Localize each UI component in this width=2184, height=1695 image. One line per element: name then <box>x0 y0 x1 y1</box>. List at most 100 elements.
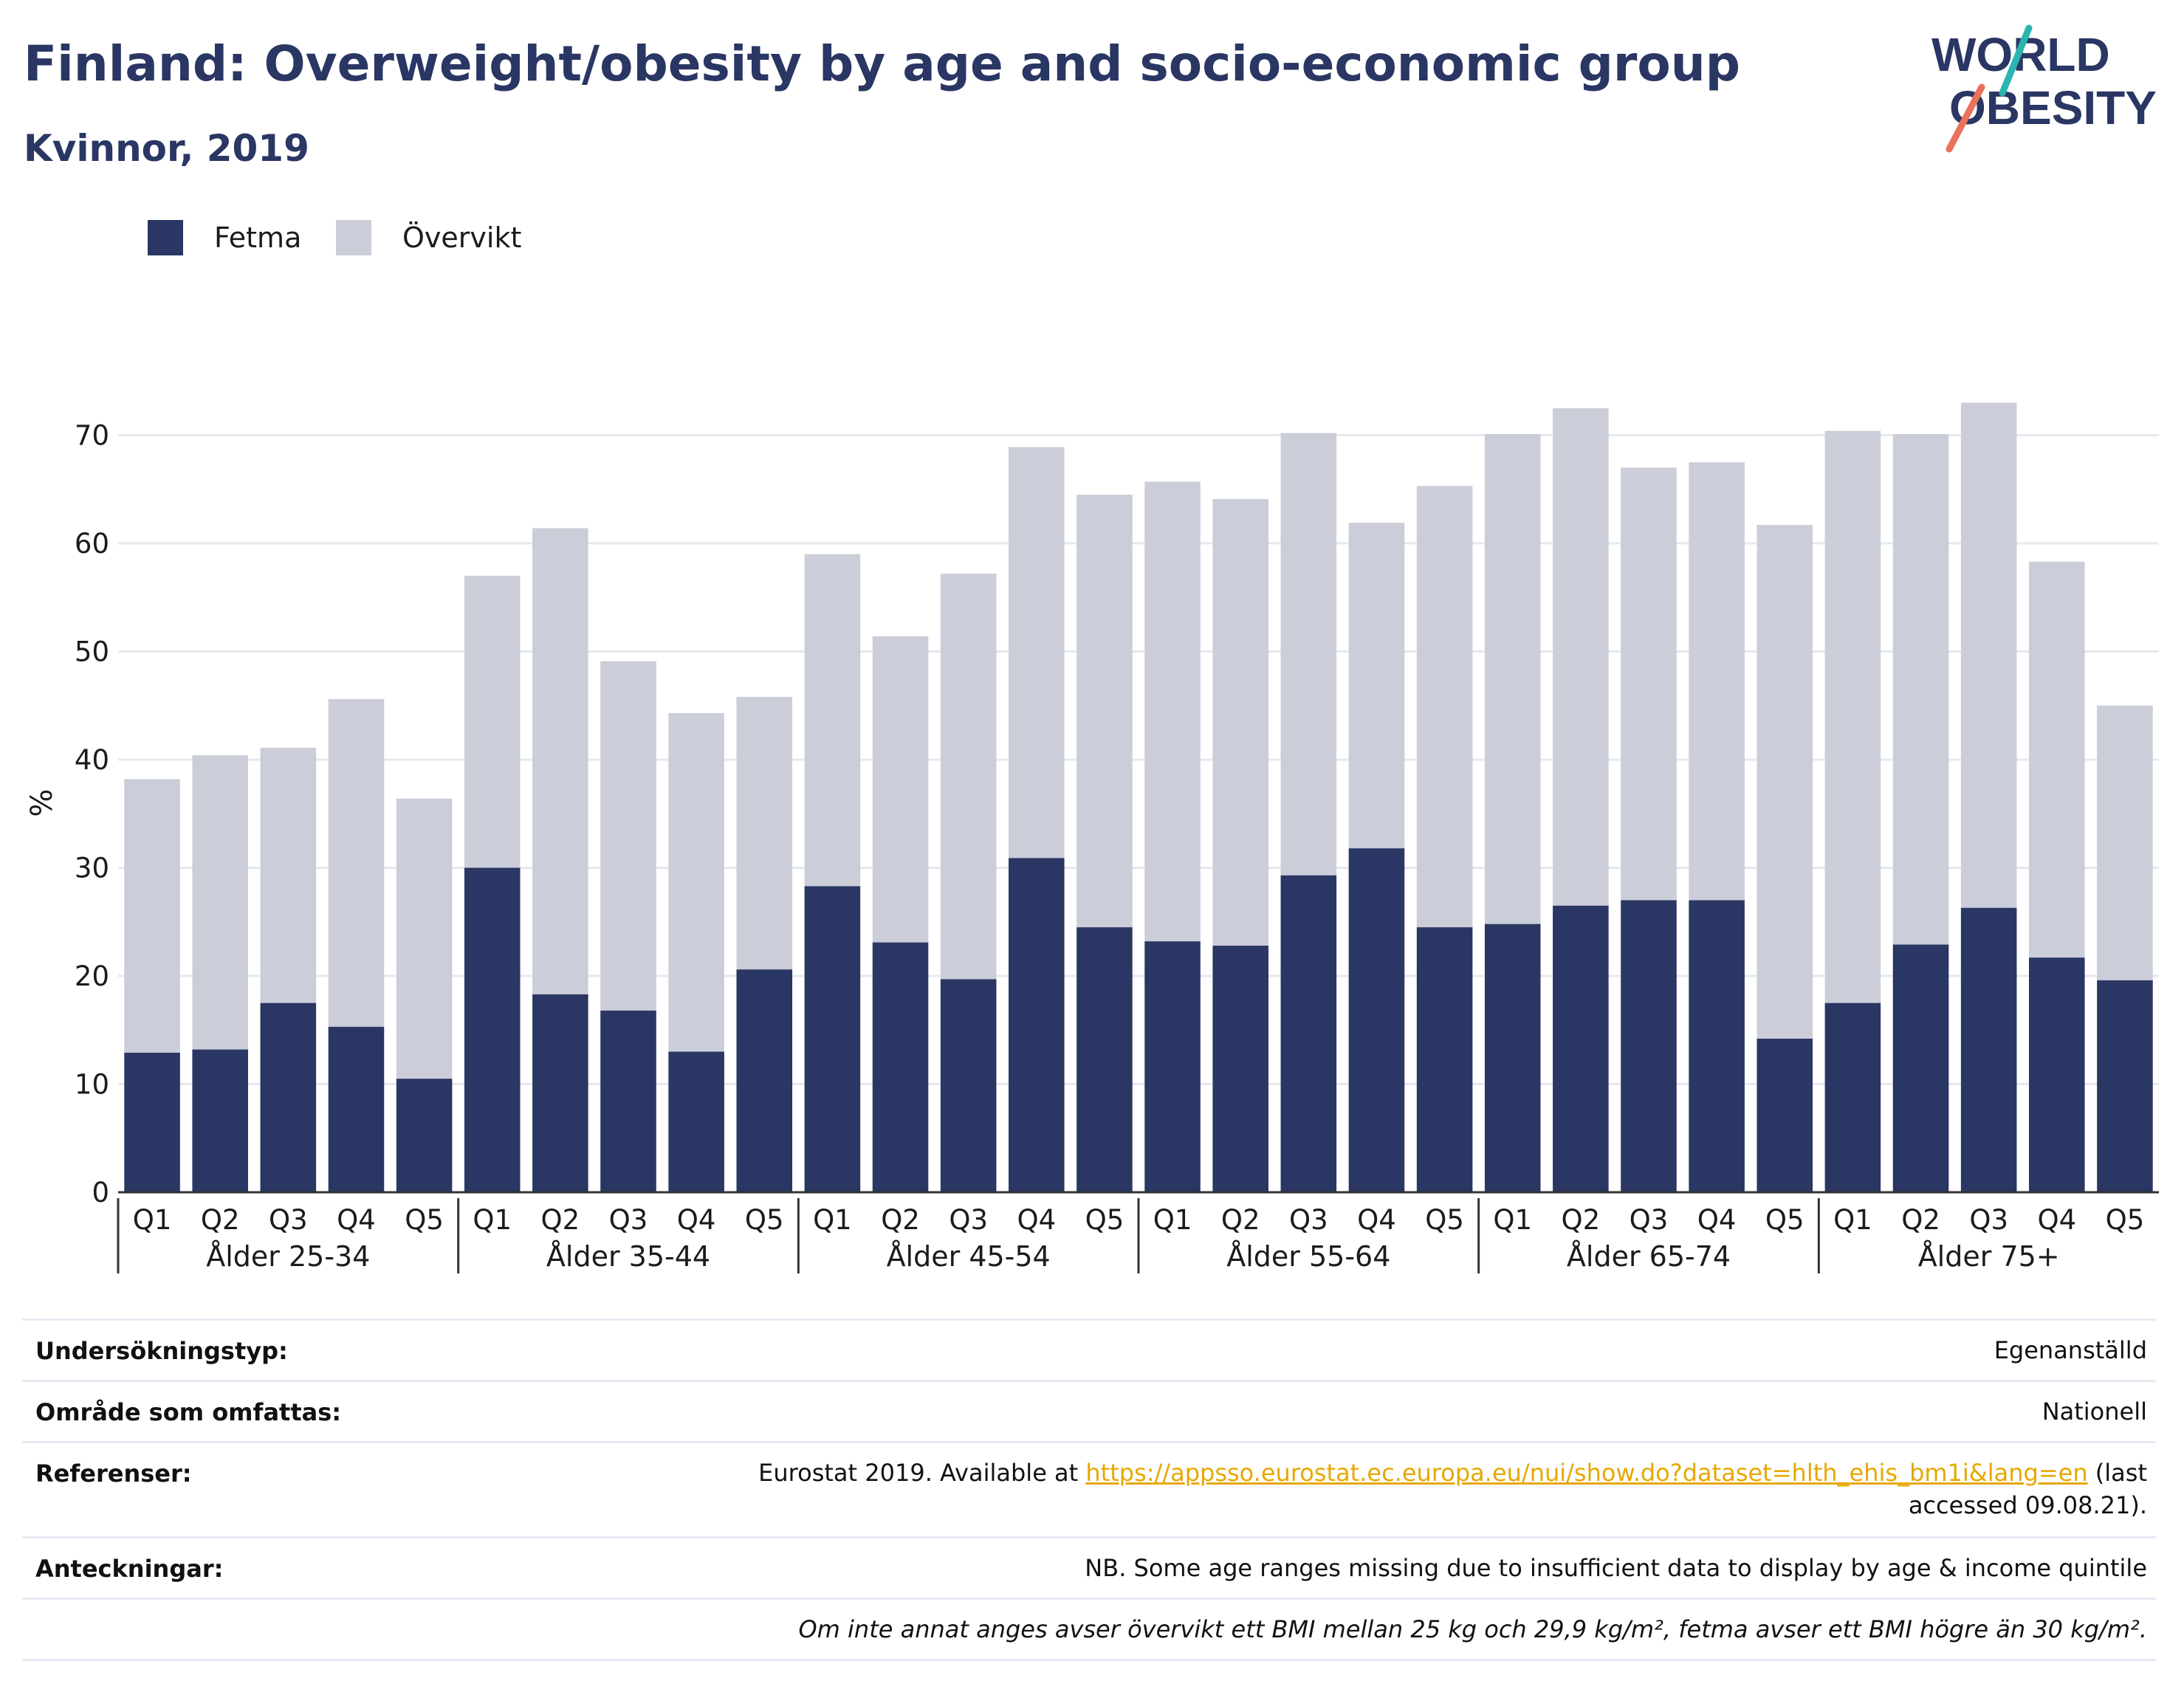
bar-overvikt <box>668 713 724 1052</box>
y-tick-label: 70 <box>75 420 109 452</box>
bar-fetma <box>1144 941 1201 1192</box>
x-tick-label: Q1 <box>813 1204 852 1236</box>
bar-overvikt <box>1689 462 1745 901</box>
meta-row-bmi-note: Om inte annat anges avser övervikt ett B… <box>22 1598 2156 1659</box>
meta-table-bottom-rule <box>22 1659 2156 1661</box>
meta-row-notes: Anteckningar: NB. Some age ranges missin… <box>22 1536 2156 1598</box>
bar-fetma <box>1484 924 1541 1192</box>
x-tick-label: Q5 <box>2106 1204 2145 1236</box>
metadata-table: Undersökningstyp: Egenanställd Område so… <box>22 1318 2156 1661</box>
bar-fetma <box>872 942 929 1192</box>
group-label: Ålder 75+ <box>1918 1240 2060 1273</box>
x-tick-label: Q2 <box>881 1204 920 1236</box>
bar-fetma <box>600 1010 656 1192</box>
bar-overvikt <box>1484 434 1541 924</box>
bar-fetma <box>2097 980 2153 1192</box>
reference-link[interactable]: https://appsso.eurostat.ec.europa.eu/nui… <box>1085 1459 2088 1487</box>
legend-item-overvikt[interactable]: Övervikt <box>336 220 521 255</box>
y-tick-label: 20 <box>75 960 109 992</box>
bar-fetma <box>736 969 793 1192</box>
x-tick-label: Q3 <box>949 1204 988 1236</box>
bar-fetma <box>2029 957 2085 1192</box>
bar-overvikt <box>1076 495 1133 928</box>
x-tick-label: Q2 <box>1901 1204 1940 1236</box>
group-label: Ålder 65-74 <box>1567 1240 1731 1273</box>
bar-fetma <box>260 1003 317 1192</box>
x-tick-label: Q5 <box>1085 1204 1124 1236</box>
x-tick-label: Q4 <box>677 1204 716 1236</box>
x-tick-label: Q1 <box>473 1204 512 1236</box>
meta-value: NB. Some age ranges missing due to insuf… <box>1085 1554 2147 1582</box>
bar-fetma <box>1348 848 1405 1192</box>
bar-overvikt <box>600 661 656 1011</box>
meta-value-references: Eurostat 2019. Available at https://apps… <box>670 1457 2147 1522</box>
bar-overvikt <box>1824 430 1881 1003</box>
bar-fetma <box>464 867 521 1192</box>
bar-overvikt <box>1280 433 1337 876</box>
bar-fetma <box>396 1079 453 1192</box>
bar-fetma <box>328 1026 385 1192</box>
x-tick-label: Q5 <box>1765 1204 1804 1236</box>
group-label: Ålder 55-64 <box>1226 1240 1390 1273</box>
group-label: Ålder 35-44 <box>546 1240 710 1273</box>
x-tick-label: Q2 <box>1221 1204 1260 1236</box>
bar-overvikt <box>1960 402 2017 908</box>
bar-fetma <box>1960 907 2017 1192</box>
bar-overvikt <box>2097 705 2153 980</box>
x-tick-label: Q1 <box>1833 1204 1872 1236</box>
bar-fetma <box>668 1051 724 1192</box>
bar-fetma <box>192 1049 248 1192</box>
meta-row-references: Referenser: Eurostat 2019. Available at … <box>22 1441 2156 1536</box>
meta-label: Anteckningar: <box>35 1555 224 1583</box>
bar-fetma <box>1280 875 1337 1192</box>
x-tick-label: Q3 <box>1289 1204 1328 1236</box>
page-title: Finland: Overweight/obesity by age and s… <box>24 35 1740 92</box>
bar-overvikt <box>532 528 588 994</box>
meta-label: Område som omfattas: <box>35 1398 342 1426</box>
bar-overvikt <box>1212 498 1268 946</box>
legend-swatch-fetma <box>148 220 183 255</box>
bar-overvikt <box>124 779 180 1053</box>
bar-overvikt <box>328 698 385 1027</box>
stacked-bar-chart: 0 10 20 30 40 50 60 70% Q1 Q2 Q3 Q4 Q5 Ålder 25-34 Q1 Q… <box>25 402 2159 1273</box>
x-tick-label: Q5 <box>405 1204 444 1236</box>
meta-row-coverage: Område som omfattas: Nationell <box>22 1380 2156 1441</box>
meta-value: Egenanställd <box>1994 1336 2147 1364</box>
x-tick-label: Q5 <box>745 1204 784 1236</box>
bar-overvikt <box>804 554 861 887</box>
x-tick-label: Q2 <box>201 1204 240 1236</box>
bar-fetma <box>804 886 861 1192</box>
x-tick-label: Q2 <box>1562 1204 1601 1236</box>
x-tick-label: Q3 <box>269 1204 308 1236</box>
bar-overvikt <box>1348 523 1405 849</box>
bar-fetma <box>1621 900 1677 1192</box>
bar-fetma <box>940 979 997 1192</box>
bar-overvikt <box>1009 447 1065 859</box>
x-tick-label: Q4 <box>1017 1204 1056 1236</box>
x-tick-label: Q2 <box>541 1204 580 1236</box>
page-subtitle: Kvinnor, 2019 <box>24 127 309 170</box>
legend-label-fetma: Fetma <box>214 221 302 254</box>
bar-overvikt <box>1621 467 1677 901</box>
meta-row-survey-type: Undersökningstyp: Egenanställd <box>22 1318 2156 1380</box>
bar-overvikt <box>464 575 521 868</box>
x-tick-label: Q4 <box>2037 1204 2076 1236</box>
group-label: Ålder 25-34 <box>206 1240 370 1273</box>
y-tick-label: 30 <box>75 853 109 884</box>
bar-overvikt <box>2029 561 2085 958</box>
x-tick-label: Q3 <box>1969 1204 2008 1236</box>
bar-fetma <box>124 1053 180 1192</box>
bar-fetma <box>1757 1038 1813 1192</box>
y-axis-label: % <box>25 789 59 817</box>
y-tick-label: 60 <box>75 528 109 560</box>
bar-fetma <box>1212 945 1268 1192</box>
y-tick-label: 50 <box>75 636 109 668</box>
legend-item-fetma[interactable]: Fetma <box>148 220 301 255</box>
x-tick-label: Q3 <box>609 1204 648 1236</box>
bar-overvikt <box>1144 481 1201 942</box>
bar-overvikt <box>396 798 453 1079</box>
bar-overvikt <box>1416 486 1473 928</box>
x-tick-label: Q1 <box>133 1204 172 1236</box>
bar-fetma <box>1892 944 1949 1192</box>
bar-fetma <box>1553 905 1609 1192</box>
